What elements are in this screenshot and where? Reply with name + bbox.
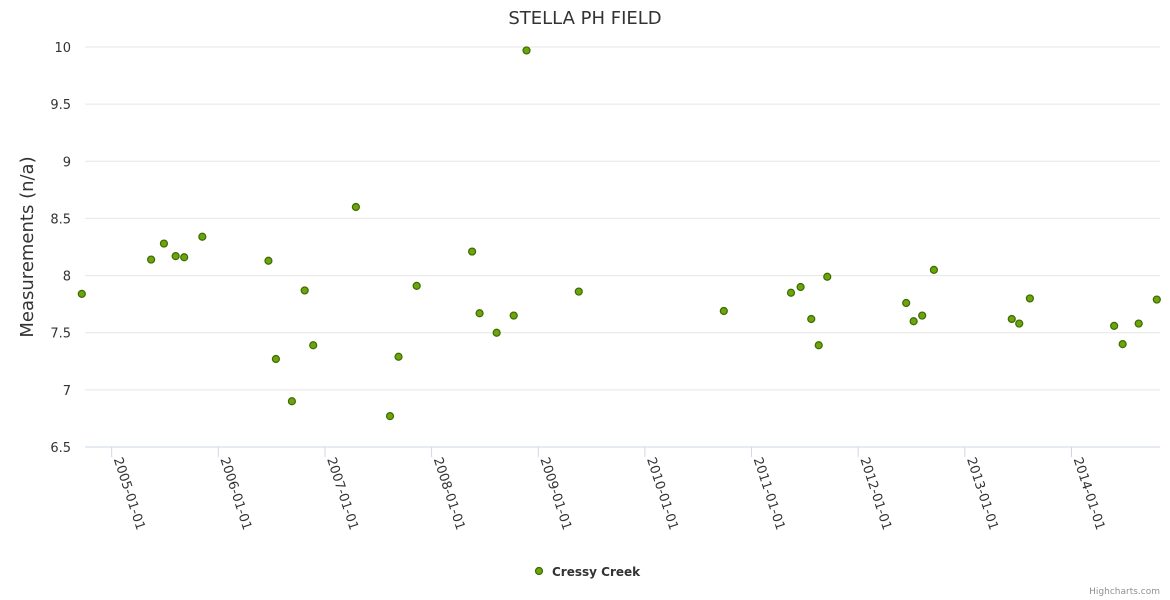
data-point[interactable] — [1118, 340, 1127, 349]
series-cressy-creek[interactable] — [77, 46, 1161, 421]
y-axis-label: Measurements (n/a) — [17, 156, 38, 337]
credits-link[interactable]: Highcharts.com — [1089, 587, 1160, 597]
data-point[interactable] — [918, 311, 927, 320]
y-tick-label: 9.5 — [50, 98, 71, 113]
y-tick-label: 9 — [63, 155, 71, 170]
data-point[interactable] — [796, 282, 805, 292]
data-point[interactable] — [287, 397, 296, 406]
data-point[interactable] — [1007, 314, 1016, 324]
data-point[interactable] — [807, 314, 816, 324]
data-point[interactable] — [509, 311, 518, 320]
y-axis-ticks: 6.5 7 7.5 8 8.5 9 9.5 10 — [50, 41, 71, 456]
data-point[interactable] — [1025, 294, 1034, 303]
data-point[interactable] — [180, 253, 189, 262]
data-point[interactable] — [475, 309, 484, 318]
data-point[interactable] — [412, 281, 421, 290]
data-point[interactable] — [309, 341, 318, 350]
y-tick-label: 8.5 — [50, 212, 71, 227]
data-point[interactable] — [719, 306, 728, 316]
chart-title: STELLA PH FIELD — [508, 8, 661, 29]
y-tick-label: 6.5 — [50, 441, 71, 456]
data-point[interactable] — [909, 317, 918, 326]
data-point[interactable] — [786, 288, 796, 297]
data-point[interactable] — [147, 255, 156, 264]
data-point[interactable] — [814, 341, 823, 350]
x-tick-label: 2009-01-01 — [536, 456, 574, 532]
legend[interactable]: Cressy Creek — [534, 565, 642, 579]
data-point[interactable] — [394, 352, 403, 361]
data-point[interactable] — [351, 202, 360, 212]
data-point[interactable] — [159, 239, 169, 248]
data-point[interactable] — [522, 46, 531, 55]
x-tick-label: 2013-01-01 — [963, 456, 1001, 532]
data-point[interactable] — [1152, 295, 1161, 304]
data-point[interactable] — [198, 232, 207, 241]
y-tick-label: 7.5 — [50, 327, 71, 342]
data-point[interactable] — [77, 289, 86, 298]
data-point[interactable] — [902, 298, 911, 308]
y-tick-label: 10 — [54, 41, 71, 56]
legend-marker — [534, 566, 544, 576]
data-point[interactable] — [300, 286, 309, 295]
x-tick-label: 2007-01-01 — [323, 456, 361, 532]
data-point[interactable] — [264, 256, 273, 265]
data-point[interactable] — [574, 287, 583, 296]
x-tick-label: 2011-01-01 — [750, 456, 788, 532]
data-point[interactable] — [929, 265, 939, 274]
y-tick-label: 7 — [63, 384, 71, 399]
data-point[interactable] — [1110, 321, 1119, 330]
data-point[interactable] — [492, 328, 501, 337]
x-tick-label: 2012-01-01 — [856, 456, 894, 532]
x-tick-label: 2014-01-01 — [1070, 456, 1108, 532]
legend-item-cressy-creek[interactable]: Cressy Creek — [552, 565, 641, 579]
data-point[interactable] — [385, 412, 395, 421]
data-point[interactable] — [1134, 319, 1143, 328]
data-point[interactable] — [823, 272, 832, 281]
y-tick-label: 8 — [63, 270, 71, 285]
grid-lines — [85, 46, 1160, 391]
x-tick-label: 2005-01-01 — [110, 456, 148, 532]
x-axis-ticks: 2005-01-01 2006-01-01 2007-01-01 2008-01-01… — [110, 447, 1107, 532]
data-point[interactable] — [171, 252, 180, 261]
x-tick-label: 2008-01-01 — [430, 456, 468, 532]
data-point[interactable] — [1015, 319, 1024, 328]
x-tick-label: 2006-01-01 — [217, 456, 255, 532]
data-point[interactable] — [468, 247, 477, 256]
data-point[interactable] — [271, 354, 280, 364]
x-tick-label: 2010-01-01 — [643, 456, 681, 532]
